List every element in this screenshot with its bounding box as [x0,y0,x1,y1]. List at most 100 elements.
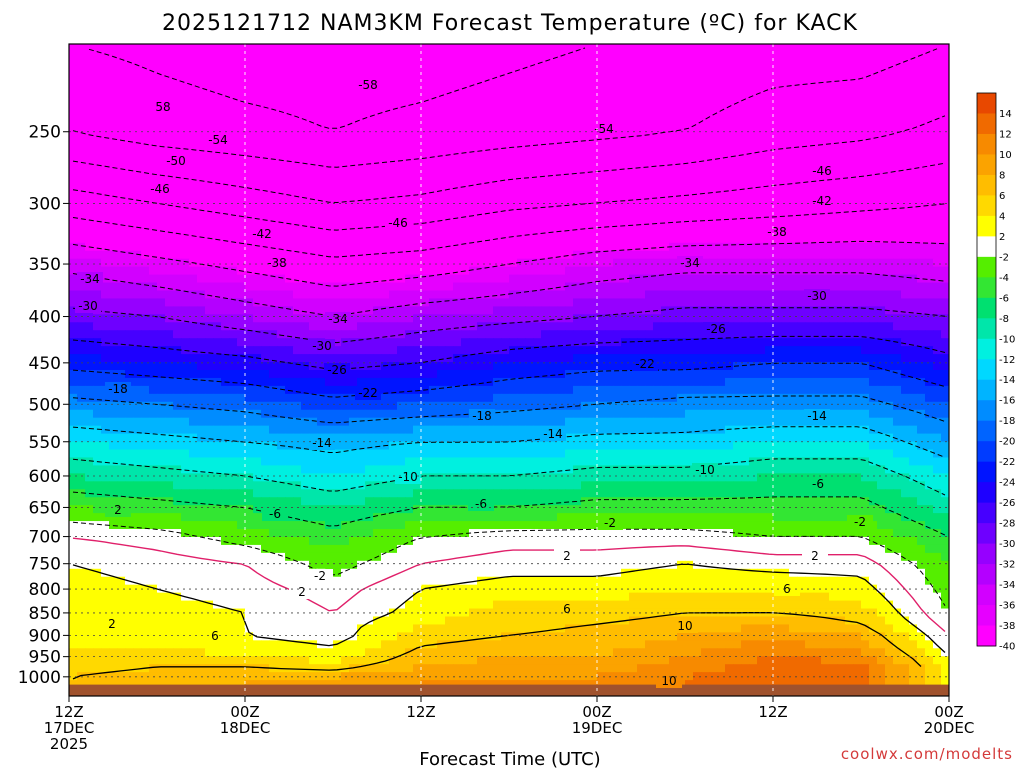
field-cell [509,179,518,188]
field-cell [453,139,462,148]
field-cell [565,210,574,220]
field-cell [109,83,118,93]
field-cell [597,83,606,93]
field-cell [261,163,270,172]
field-cell [725,242,734,252]
field-cell [221,59,230,69]
field-cell [269,385,278,395]
field-cell [941,171,949,180]
field-cell [509,67,518,77]
field-cell [765,210,774,220]
field-cell [581,210,590,220]
field-cell [133,274,142,284]
field-cell [757,298,766,307]
field-cell [245,266,254,276]
field-cell [125,330,134,339]
field-cell [325,393,334,403]
field-cell [205,203,214,212]
field-cell [373,179,382,188]
field-cell [621,306,630,315]
field-cell [621,354,630,363]
field-cell [165,401,174,411]
field-cell [501,226,510,236]
field-cell [693,51,702,61]
field-cell [165,330,174,339]
field-cell [709,67,718,77]
field-cell [453,226,462,236]
field-cell [941,282,949,292]
field-cell [917,298,926,307]
field-cell [485,362,494,371]
field-cell [837,354,846,363]
field-cell [677,242,686,252]
field-cell [405,322,414,331]
field-cell [621,163,630,172]
field-cell [141,187,150,196]
field-cell [245,179,254,188]
field-cell [829,370,838,379]
field-cell [317,59,326,69]
field-cell [845,179,854,188]
field-cell [317,107,326,117]
field-cell [733,195,742,204]
field-cell [189,298,198,307]
field-cell [933,179,942,188]
field-cell [701,314,710,323]
field-cell [269,107,278,117]
field-cell [237,83,246,93]
field-cell [157,306,166,315]
field-cell [605,203,614,212]
field-cell [621,346,630,355]
field-cell [589,67,598,77]
field-cell [437,393,446,403]
field-cell [525,346,534,355]
field-cell [469,330,478,339]
field-cell [181,51,190,61]
field-cell [709,282,718,292]
field-cell [149,385,158,395]
field-cell [69,290,78,300]
field-cell [317,306,326,315]
field-cell [365,51,374,61]
field-cell [365,171,374,180]
field-cell [581,83,590,93]
field-cell [645,99,654,109]
field-cell [405,258,414,268]
field-cell [341,282,350,292]
field-cell [277,155,286,164]
field-cell [229,322,238,331]
field-cell [941,338,949,347]
field-cell [717,203,726,212]
field-cell [309,75,318,85]
field-cell [525,322,534,331]
field-cell [693,218,702,228]
field-cell [725,83,734,93]
field-cell [685,290,694,300]
field-cell [341,75,350,85]
field-cell [165,210,174,220]
field-cell [557,377,566,387]
field-cell [237,306,246,315]
field-cell [197,51,206,61]
field-cell [765,314,774,323]
field-cell [373,322,382,331]
field-cell [109,346,118,355]
field-cell [245,131,254,141]
field-cell [893,67,902,77]
field-cell [517,362,526,371]
field-cell [181,179,190,188]
field-cell [509,115,518,125]
field-cell [533,362,542,371]
field-cell [621,147,630,156]
field-cell [109,107,118,117]
field-cell [805,179,814,188]
field-cell [925,75,934,85]
field-cell [157,210,166,220]
field-cell [805,147,814,156]
field-cell [541,250,550,260]
field-cell [765,322,774,331]
field-cell [861,210,870,220]
field-cell [605,99,614,109]
field-cell [661,91,670,101]
field-cell [205,362,214,371]
